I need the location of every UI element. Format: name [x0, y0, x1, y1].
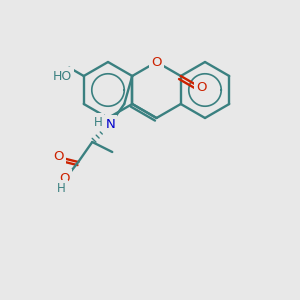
Text: H: H [57, 182, 66, 196]
Text: O: O [53, 151, 64, 164]
Text: N: N [105, 118, 115, 130]
Text: O: O [151, 56, 162, 68]
Text: HO: HO [52, 70, 72, 83]
Text: H: H [94, 116, 102, 128]
Text: O: O [196, 81, 207, 94]
Text: O: O [59, 172, 70, 184]
